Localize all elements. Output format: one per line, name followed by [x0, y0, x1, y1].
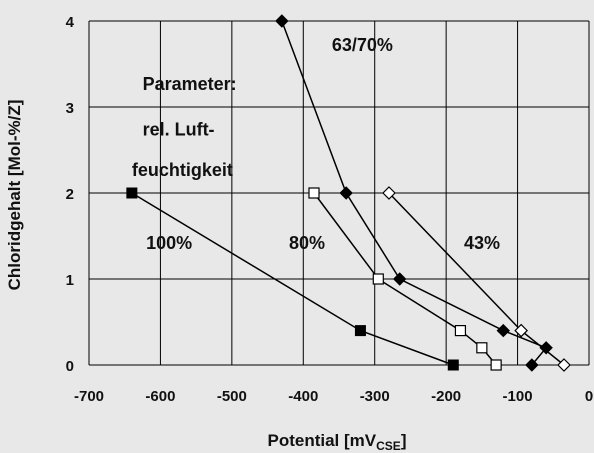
- series-layer: [126, 14, 571, 372]
- y-tick-label: 2: [66, 186, 74, 203]
- annotation-1: rel. Luft-: [143, 119, 215, 139]
- y-axis-title: Chloridgehalt [Mol-%/Z]: [5, 100, 24, 291]
- point-filled-diamond: [539, 341, 553, 355]
- point-filled-diamond: [393, 272, 407, 286]
- annotation-6: 43%: [464, 233, 500, 253]
- tick-labels: -700 -600 -500 -400 -300 -200 -100 0 0 1 2 3 4: [66, 14, 594, 405]
- x-tick-label: -500: [217, 388, 247, 405]
- annotation-0: Parameter:: [143, 74, 237, 94]
- x-tick-label: 0: [585, 388, 593, 405]
- x-axis-title: Potential [mVCSE]: [268, 431, 407, 453]
- point-filled-diamond: [496, 323, 510, 338]
- point-open-diamond: [557, 358, 571, 372]
- x-tick-label: -300: [360, 388, 390, 405]
- x-tick-label: -100: [503, 388, 533, 405]
- annotation-2: feuchtigkeit: [132, 160, 233, 180]
- y-tick-label: 1: [66, 272, 74, 289]
- point-filled-diamond: [275, 14, 289, 28]
- y-tick-label: 3: [66, 100, 74, 117]
- annotations: Parameter: rel. Luft-feuchtigkeit 63/70% 10…: [132, 35, 500, 253]
- x-tick-label: -400: [288, 388, 318, 405]
- x-axis-title-end: ]: [401, 431, 407, 450]
- annotation-5: 80%: [289, 233, 325, 253]
- x-axis-title-sub: CSE: [376, 439, 401, 453]
- x-axis-title-main: Potential [mV: [268, 431, 377, 450]
- point-open-square: [308, 187, 320, 199]
- y-tick-label: 0: [66, 358, 74, 375]
- point-filled-diamond: [339, 186, 353, 200]
- y-tick-label: 4: [66, 14, 75, 31]
- point-open-square: [476, 342, 488, 354]
- point-filled-diamond: [525, 358, 539, 372]
- point-open-diamond: [514, 323, 528, 338]
- point-open-square: [490, 359, 502, 371]
- annotation-4: 100%: [146, 233, 192, 253]
- annotation-3: 63/70%: [332, 35, 393, 55]
- point-open-square: [372, 273, 384, 285]
- point-open-diamond: [382, 186, 396, 200]
- point-filled-square: [126, 187, 138, 199]
- series-1: [308, 187, 502, 371]
- x-tick-label: -200: [431, 388, 461, 405]
- point-filled-square: [354, 325, 366, 337]
- grid: [88, 20, 590, 366]
- series-2: [275, 14, 553, 372]
- point-open-square: [454, 325, 467, 337]
- series-3: [382, 186, 571, 372]
- point-filled-square: [447, 359, 459, 371]
- x-tick-label: -600: [145, 388, 175, 405]
- series-0: [126, 187, 459, 371]
- x-tick-label: -700: [74, 388, 104, 405]
